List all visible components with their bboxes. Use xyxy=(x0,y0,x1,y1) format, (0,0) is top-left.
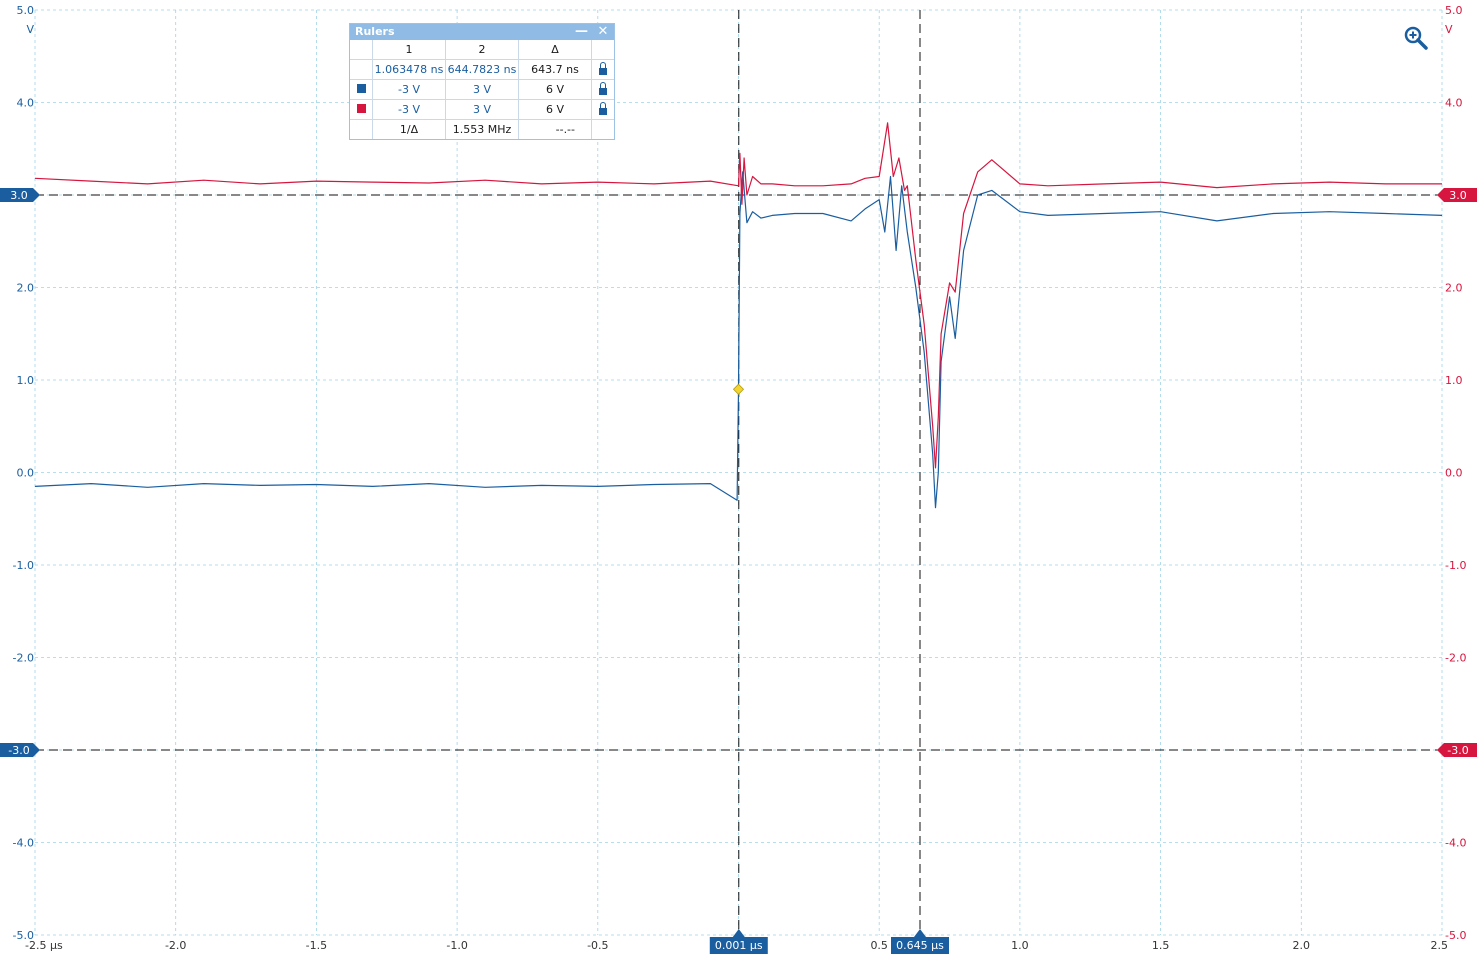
rulers-time-row: 1.063478 ns 644.7823 ns 643.7 ns xyxy=(350,59,614,80)
minimize-icon[interactable]: — xyxy=(574,24,588,39)
horizontal-ruler-label-left: 3.0 xyxy=(10,189,28,202)
x-tick-label: 2.0 xyxy=(1293,939,1311,952)
y-tick-label-right: 5.0 xyxy=(1445,4,1463,17)
vertical-ruler-label: 0.645 µs xyxy=(896,939,944,952)
x-tick-label: 1.5 xyxy=(1152,939,1170,952)
horizontal-ruler-handle-left[interactable] xyxy=(0,743,40,757)
y-tick-label-right: -2.0 xyxy=(1445,652,1466,665)
y-tick-label-right: -5.0 xyxy=(1445,929,1466,942)
rulers-header-blank xyxy=(350,40,373,60)
horizontal-ruler-handle-left[interactable] xyxy=(0,188,40,202)
rulers-header-1: 1 xyxy=(372,40,446,60)
ch1-swatch-cell xyxy=(350,79,373,100)
freq-label: 1/Δ xyxy=(372,119,446,139)
zoom-in-icon[interactable] xyxy=(1404,26,1428,50)
y-tick-label-left: -4.0 xyxy=(13,837,34,850)
x-tick-label: -1.5 xyxy=(306,939,327,952)
x-tick-label: -1.0 xyxy=(446,939,467,952)
y-tick-label-right: -1.0 xyxy=(1445,559,1466,572)
ruler1-time: 1.063478 ns xyxy=(372,59,446,80)
rulers-panel[interactable]: Rulers — ✕ 1 2 Δ 1.063478 ns 644.7823 ns… xyxy=(349,23,615,140)
y-tick-label-left: 5.0 xyxy=(17,4,35,17)
vertical-ruler-label: 0.001 µs xyxy=(715,939,763,952)
x-tick-label: 0.5 xyxy=(870,939,888,952)
rulers-header-delta: Δ xyxy=(518,40,592,60)
ch2-ruler2-value: 3 V xyxy=(445,99,519,120)
ch1-lock-cell[interactable] xyxy=(591,79,614,100)
trigger-marker[interactable] xyxy=(732,383,745,395)
rulers-header-lock xyxy=(591,40,614,60)
y-tick-label-right: 4.0 xyxy=(1445,97,1463,110)
horizontal-ruler-handle-right[interactable] xyxy=(1437,188,1477,202)
horizontal-ruler-label-right: 3.0 xyxy=(1449,189,1467,202)
rulers-header-2: 2 xyxy=(445,40,519,60)
rulers-title-bar[interactable]: Rulers — ✕ xyxy=(350,24,614,40)
ch1-ruler1-value: -3 V xyxy=(372,79,446,100)
close-icon[interactable]: ✕ xyxy=(597,24,609,39)
ch2-ruler1-value: -3 V xyxy=(372,99,446,120)
freq-lock-blank xyxy=(592,120,615,140)
rulers-freq-row: 1/Δ 1.553 MHz --.-- xyxy=(350,119,615,140)
horizontal-ruler-handle-right[interactable] xyxy=(1437,743,1477,757)
y-tick-label-right: 0.0 xyxy=(1445,467,1463,480)
vertical-ruler-handle[interactable] xyxy=(891,929,950,954)
channel-2-trace xyxy=(34,122,1442,469)
time-lock-cell[interactable] xyxy=(591,59,614,80)
x-tick-label: -2.5 µs xyxy=(25,939,63,952)
ch1-delta-value: 6 V xyxy=(518,79,592,100)
y-tick-label-left: 4.0 xyxy=(17,97,35,110)
rulers-ch1-row: -3 V 3 V 6 V xyxy=(350,79,614,100)
ch1-color-swatch xyxy=(356,84,366,93)
rulers-header-row: 1 2 Δ xyxy=(350,40,614,60)
freq-blank xyxy=(350,119,373,139)
horizontal-ruler-label-right: -3.0 xyxy=(1447,744,1468,757)
y-tick-label-left: 2.0 xyxy=(17,282,35,295)
lock-icon[interactable] xyxy=(599,102,607,115)
vertical-ruler-handle[interactable] xyxy=(709,929,768,954)
horizontal-ruler-label-left: -3.0 xyxy=(8,744,29,757)
ch1-ruler2-value: 3 V xyxy=(445,79,519,100)
x-tick-label: 1.0 xyxy=(1011,939,1029,952)
rulers-ch2-row: -3 V 3 V 6 V xyxy=(350,99,614,120)
lock-icon[interactable] xyxy=(599,82,607,95)
y-axis-unit-left: V xyxy=(26,23,34,36)
freq-delta: --.-- xyxy=(518,119,592,139)
y-tick-label-right: 2.0 xyxy=(1445,282,1463,295)
rulers-time-blank xyxy=(350,59,373,80)
x-tick-label: 2.5 xyxy=(1431,939,1449,952)
y-tick-label-left: -2.0 xyxy=(13,652,34,665)
y-tick-label-left: 0.0 xyxy=(17,467,35,480)
y-tick-label-right: -4.0 xyxy=(1445,837,1466,850)
ch2-color-swatch xyxy=(356,104,366,113)
lock-icon[interactable] xyxy=(599,62,607,75)
rulers-table: 1 2 Δ 1.063478 ns 644.7823 ns 643.7 ns -… xyxy=(350,40,614,139)
y-tick-label-left: 1.0 xyxy=(17,374,35,387)
ch2-swatch-cell xyxy=(350,99,373,120)
x-tick-label: -2.0 xyxy=(165,939,186,952)
ch2-delta-value: 6 V xyxy=(518,99,592,120)
y-tick-label-left: -1.0 xyxy=(13,559,34,572)
rulers-title: Rulers xyxy=(355,25,395,38)
x-tick-label: -0.5 xyxy=(587,939,608,952)
y-tick-label-right: 1.0 xyxy=(1445,374,1463,387)
ruler2-time: 644.7823 ns xyxy=(445,59,519,80)
ruler-delta-time: 643.7 ns xyxy=(518,59,592,80)
y-axis-unit-right: V xyxy=(1445,23,1453,36)
y-tick-label-left: -5.0 xyxy=(13,929,34,942)
channel-1-trace xyxy=(34,171,1443,509)
ch2-lock-cell[interactable] xyxy=(591,99,614,120)
freq-value: 1.553 MHz xyxy=(445,119,519,139)
